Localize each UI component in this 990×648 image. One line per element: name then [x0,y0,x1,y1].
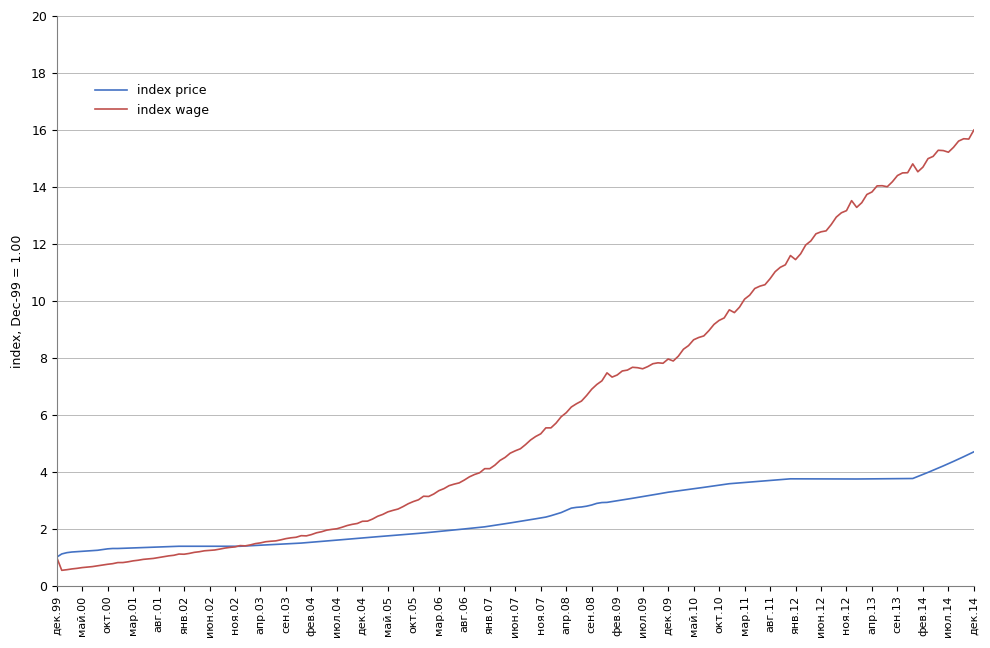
index wage [968,126,980,134]
index wage [494,457,506,465]
index wage [815,228,827,236]
index wage [50,553,62,561]
index wage [311,529,323,537]
index price [810,475,822,483]
Y-axis label: index, Dec-99 = 1.00: index, Dec-99 = 1.00 [11,234,24,367]
index wage [193,548,205,555]
index price [968,448,980,456]
index price [489,522,501,529]
Legend: index price, index wage: index price, index wage [90,79,214,122]
index price [127,544,139,552]
Line: index wage: index wage [56,130,974,570]
index wage [499,454,511,461]
index wage [133,557,145,564]
Line: index price: index price [56,452,974,557]
index wage [55,566,67,574]
index price [50,553,62,561]
index price [494,520,506,528]
index price [188,542,200,550]
index price [963,450,975,458]
